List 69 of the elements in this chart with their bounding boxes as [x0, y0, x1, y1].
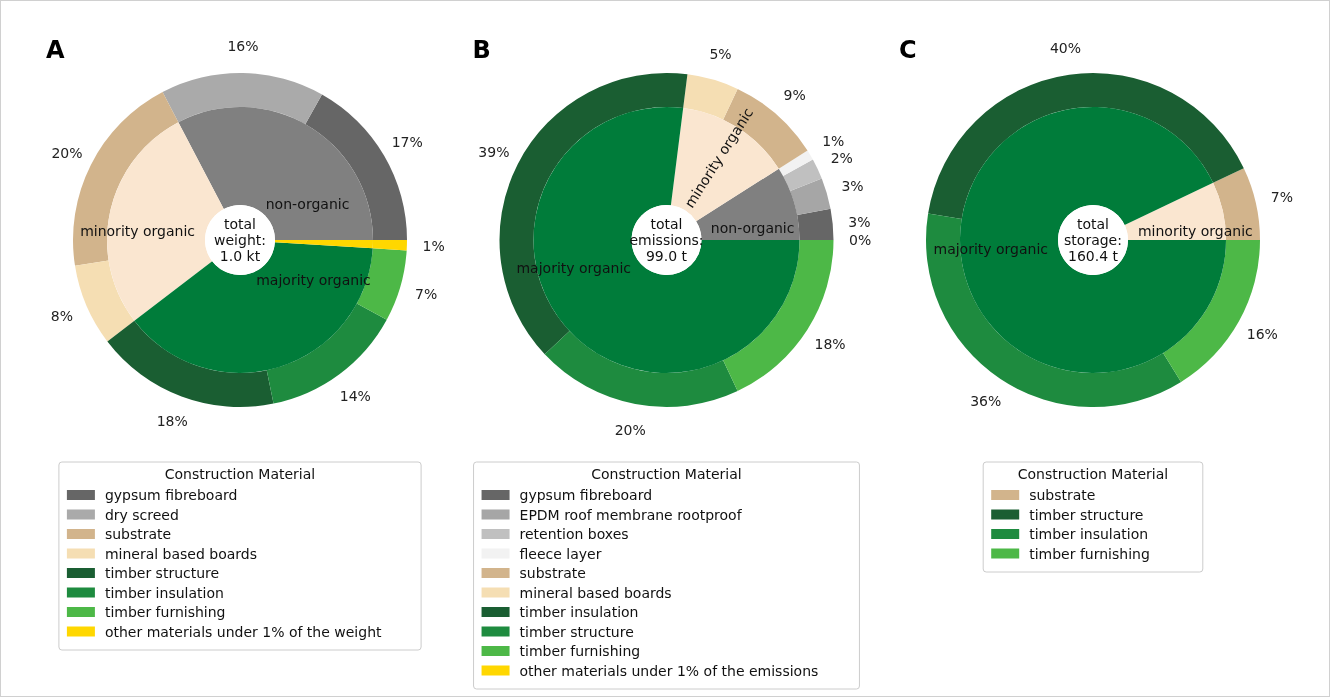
chart-title: C [899, 36, 917, 64]
donut-slice [107, 320, 274, 407]
legend-label: gypsum fibreboard [519, 487, 653, 503]
data-label: 1% [822, 133, 845, 150]
legend-label: timber structure [519, 623, 634, 640]
donut-slice [544, 331, 738, 407]
slice-label: majority organic [933, 241, 1049, 258]
slice-label: minority organic [80, 222, 195, 239]
data-label: 8% [50, 308, 74, 325]
legend-label: mineral based boards [104, 545, 258, 562]
data-label: 39% [478, 144, 510, 161]
legend-label: timber furnishing [1029, 545, 1150, 562]
legend-label: timber furnishing [519, 643, 641, 659]
data-label: 7% [1270, 189, 1294, 206]
legend-label: timber insulation [519, 604, 639, 620]
donut-slice [928, 73, 1244, 219]
donut-slice [778, 150, 813, 176]
text: total storage: 160.4 t [1064, 216, 1122, 264]
legend-label: timber insulation [104, 584, 224, 601]
donut-slice [783, 159, 822, 192]
legend-label: mineral based boards [519, 584, 672, 601]
data-label: 2% [830, 149, 853, 166]
chart-title: A [46, 36, 65, 64]
legend-label: other materials under 1% of the weight [104, 623, 383, 640]
data-label: 16% [227, 38, 259, 55]
legend-title: Construction Material [591, 466, 742, 482]
slice-label: non-organic [710, 220, 795, 237]
legend-label: substrate [104, 526, 172, 542]
data-label: 14% [339, 387, 371, 404]
text: 0% [849, 232, 872, 248]
slice-label: minority organic [1137, 222, 1253, 239]
slice-label: majority organic [516, 259, 631, 276]
legend-label: other materials under 1% of the emissions [519, 662, 819, 679]
legend-label: timber insulation [1029, 526, 1149, 542]
legend-title: Construction Material [164, 466, 316, 482]
legend-label: dry screed [104, 506, 179, 523]
data-label: 18% [814, 335, 846, 352]
data-label: 7% [415, 285, 438, 302]
text: total weight: 1.0 kt [214, 216, 266, 264]
chart-title: B [472, 36, 491, 64]
legend-label: timber structure [1029, 506, 1144, 523]
data-label: 17% [391, 134, 423, 151]
donut-slice [266, 303, 387, 404]
legend-label: timber structure [104, 565, 220, 581]
data-label: 40% [1049, 40, 1081, 57]
legend-label: substrate [1029, 487, 1096, 503]
data-label: 3% [848, 213, 871, 230]
legend-label: timber furnishing [104, 604, 226, 620]
donut-slice [790, 178, 831, 216]
data-label: 3% [841, 177, 864, 194]
data-label: 16% [1246, 326, 1278, 343]
donut-slice [75, 260, 135, 342]
data-label: 36% [970, 393, 1002, 410]
legend-label: retention boxes [519, 526, 629, 542]
legend-label: fleece layer [519, 545, 602, 562]
data-label: 9% [783, 86, 806, 103]
legend-title: Construction Material [1017, 466, 1169, 482]
data-label: 20% [614, 422, 646, 439]
legend-label: EPDM roof membrane rootproof [519, 506, 743, 523]
data-label: 5% [709, 45, 732, 62]
donut-slice [797, 208, 834, 240]
donut-slice [162, 73, 322, 125]
legend-label: substrate [519, 565, 586, 581]
slice-label: non-organic [265, 196, 350, 213]
data-label: 18% [156, 413, 188, 430]
donut-slice [723, 88, 808, 169]
data-label: 20% [51, 144, 83, 161]
data-label: 1% [422, 238, 445, 255]
legend-label: gypsum fibreboard [104, 487, 238, 503]
